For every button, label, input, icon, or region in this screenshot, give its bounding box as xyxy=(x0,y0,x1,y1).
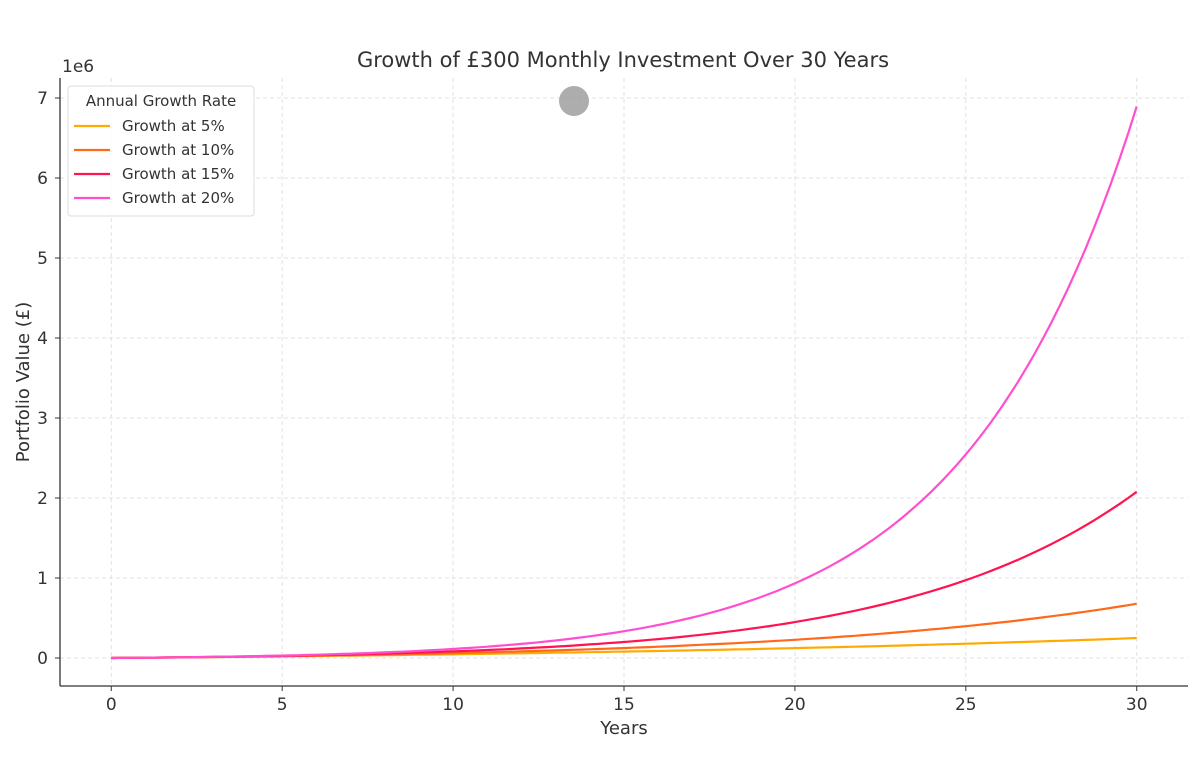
y-tick-label: 1 xyxy=(37,569,48,589)
legend-label: Growth at 10% xyxy=(122,141,234,159)
x-ticks: 0 5 10 15 20 25 30 xyxy=(106,686,1148,715)
x-tick-label: 5 xyxy=(277,695,288,715)
chart-title: Growth of £300 Monthly Investment Over 3… xyxy=(357,48,889,72)
y-ticks: 0 1 2 3 4 5 6 7 xyxy=(37,89,60,669)
cursor-indicator xyxy=(559,86,589,116)
legend-box xyxy=(67,85,255,217)
x-tick-label: 15 xyxy=(613,695,635,715)
x-tick-label: 10 xyxy=(442,695,464,715)
legend-title: Annual Growth Rate xyxy=(86,92,236,110)
y-tick-label: 3 xyxy=(37,409,48,429)
grid xyxy=(60,78,1188,686)
series-line-4 xyxy=(111,106,1138,660)
series-lines xyxy=(111,106,1138,660)
legend-label: Growth at 15% xyxy=(122,165,234,183)
y-tick-label: 4 xyxy=(37,329,48,349)
legend: Annual Growth Rate Growth at 5% Growth at… xyxy=(67,85,255,217)
y-tick-label: 7 xyxy=(37,89,48,109)
y-tick-label: 2 xyxy=(37,489,48,509)
y-tick-label: 6 xyxy=(37,169,48,189)
y-axis-label: Portfolio Value (£) xyxy=(13,302,34,462)
x-axis-label: Years xyxy=(599,718,648,739)
y-tick-label: 0 xyxy=(37,649,48,669)
x-tick-label: 25 xyxy=(955,695,977,715)
legend-label: Growth at 5% xyxy=(122,117,225,135)
y-tick-label: 5 xyxy=(37,249,48,269)
y-offset-label: 1e6 xyxy=(62,57,94,77)
x-tick-label: 20 xyxy=(784,695,806,715)
x-tick-label: 0 xyxy=(106,695,117,715)
legend-label: Growth at 20% xyxy=(122,189,234,207)
x-tick-label: 30 xyxy=(1126,695,1148,715)
